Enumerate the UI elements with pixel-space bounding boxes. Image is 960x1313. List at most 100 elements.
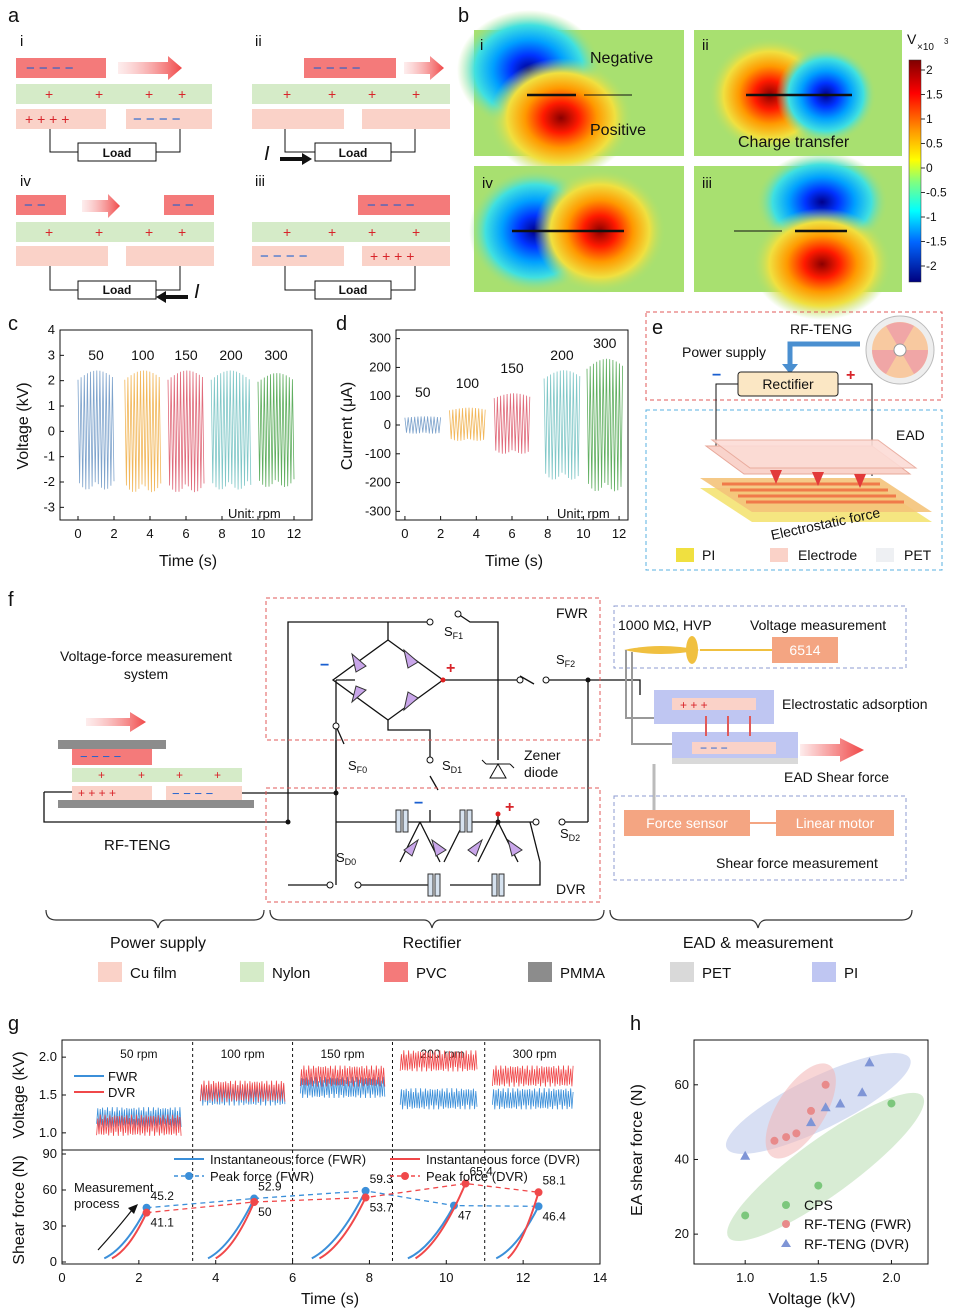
svg-text:+: + xyxy=(368,86,376,102)
plot-frame-d xyxy=(395,329,629,521)
panel-e: e RF-TENG Power supply Rectifier − + EAD xyxy=(645,311,943,571)
diode-label: diode xyxy=(524,764,558,780)
svg-text:+: + xyxy=(328,86,336,102)
tick-label: 30 xyxy=(43,1218,57,1233)
svg-text:− − − −: − − − − xyxy=(313,60,361,77)
sub-iv: iv xyxy=(20,173,31,190)
svg-text:+ + + +: + + + + xyxy=(25,111,69,127)
panel-h-letter: h xyxy=(630,1013,641,1035)
tick-label: 1.0 xyxy=(736,1270,754,1285)
svg-text:SF0: SF0 xyxy=(348,758,367,775)
tick-label: -2 xyxy=(43,474,55,489)
tick-label: 200 xyxy=(219,347,243,363)
tick-label: 14 xyxy=(593,1270,607,1285)
charge-transfer-label: Charge transfer xyxy=(738,134,850,151)
mat-pvc: PVC xyxy=(416,965,447,982)
svg-text:+: + xyxy=(145,86,153,102)
cu-electrode xyxy=(126,109,212,129)
tick-label: 150 xyxy=(174,347,198,363)
motion-arrow xyxy=(118,56,182,80)
vfms-label-2: system xyxy=(124,666,168,682)
rfteng-disk-icon xyxy=(865,315,935,385)
tick-label: 12 xyxy=(287,526,301,541)
c-xlabel: Time (s) xyxy=(159,553,217,570)
rfteng-stack: − − − − + + + + + + + + − − − − RF-TENG xyxy=(58,712,254,854)
instantaneous-force-dvr xyxy=(318,1197,367,1260)
dvr-point xyxy=(857,1087,868,1097)
instantaneous-force-dvr xyxy=(415,1183,467,1260)
potential-map-ii: ii Charge transfer xyxy=(694,30,902,156)
tick-label: 12 xyxy=(516,1270,530,1285)
tick-label: 60 xyxy=(675,1077,689,1092)
sub-ii: ii xyxy=(255,33,262,50)
fwr-point xyxy=(770,1136,779,1145)
dvr-label: DVR xyxy=(556,881,586,897)
tick-label: 0 xyxy=(74,526,81,541)
dvr-point xyxy=(864,1057,875,1067)
series-50 xyxy=(404,416,441,434)
tick-label: 10 xyxy=(439,1270,453,1285)
e-ead-label: EAD xyxy=(896,427,925,443)
legend-v-dvr: DVR xyxy=(108,1085,135,1100)
svg-text:+: + xyxy=(98,768,105,782)
tick-label: 4 xyxy=(146,526,153,541)
tick-label: 60 xyxy=(43,1182,57,1197)
tick-label: 20 xyxy=(675,1226,689,1241)
peak-force-line-fwr xyxy=(146,1190,539,1209)
dvr-point xyxy=(820,1102,831,1112)
tick-label: 6 xyxy=(289,1270,296,1285)
cps-point xyxy=(741,1211,750,1220)
fwr-bridge: − + xyxy=(320,639,455,721)
dvr-point xyxy=(740,1150,751,1160)
load-label: Load xyxy=(339,283,368,297)
tick-label: 4 xyxy=(212,1270,219,1285)
sub-i: i xyxy=(480,37,483,54)
svg-text:+: + xyxy=(328,224,336,240)
series-100 xyxy=(124,370,162,493)
fwr-point xyxy=(807,1106,815,1115)
tick-label: 12 xyxy=(612,526,626,541)
panel-a: a i − − − − + + + + + + + + − − − − Load ii… xyxy=(8,5,450,303)
svg-text:SD2: SD2 xyxy=(560,826,580,843)
tick-label: 10 xyxy=(576,526,590,541)
series-100 xyxy=(449,407,486,441)
tick-label: 3 xyxy=(48,347,55,362)
panel-h: h 60 40 20 1.0 1.5 2.0 EA shear force (N) Vol… xyxy=(629,1013,929,1308)
group-ead-measurement: EAD & measurement xyxy=(683,935,834,952)
svg-text:+ + + +: + + + + xyxy=(370,248,414,264)
d-unit: Unit: rpm xyxy=(557,506,610,521)
mat-pi: PI xyxy=(844,965,858,982)
series-150 xyxy=(167,370,205,493)
dvr-block: − + xyxy=(395,795,523,897)
voltage-trace-fwr xyxy=(399,1088,478,1110)
panel-d: d 300 200 100 0 -100 -200 -300 0 2 4 6 8 10 12 50 100 15… xyxy=(336,313,629,570)
tick-label: 8 xyxy=(544,526,551,541)
svg-text:−: − xyxy=(320,657,329,674)
ead-device: Electrostatic force xyxy=(700,439,932,543)
voltage-trace-dvr xyxy=(299,1065,386,1087)
sub-iv: iv xyxy=(482,175,493,192)
series-300 xyxy=(586,358,623,492)
zener-label: Zener xyxy=(524,747,561,763)
h-ylabel: EA shear force (N) xyxy=(629,1084,646,1216)
svg-text:SF2: SF2 xyxy=(556,652,575,669)
peak-force-point-dvr xyxy=(142,1208,151,1217)
tick-label: 50 rpm xyxy=(120,1047,157,1061)
tick-label: 6 xyxy=(182,526,189,541)
tick-label: 1.5 xyxy=(926,88,943,102)
ead-shear-label: EAD Shear force xyxy=(784,769,889,785)
svg-text:SD0: SD0 xyxy=(336,850,356,867)
h-xlabel: Voltage (kV) xyxy=(768,1291,855,1308)
svg-text:+: + xyxy=(368,224,376,240)
sfm-label: Shear force measurement xyxy=(716,855,878,871)
potential-map-iv: iv xyxy=(469,166,684,293)
cps-ellipse xyxy=(727,1092,925,1242)
tick-label: -3 xyxy=(43,499,55,514)
tick-label: 50 xyxy=(415,384,431,400)
tick-label: 0 xyxy=(50,1254,57,1269)
tick-label: 0 xyxy=(48,423,55,438)
peak-value-label: 52.9 xyxy=(258,1180,282,1194)
vfms-label: Voltage-force measurement xyxy=(60,648,232,664)
tick-label: 300 xyxy=(264,347,288,363)
series-50 xyxy=(77,370,115,490)
